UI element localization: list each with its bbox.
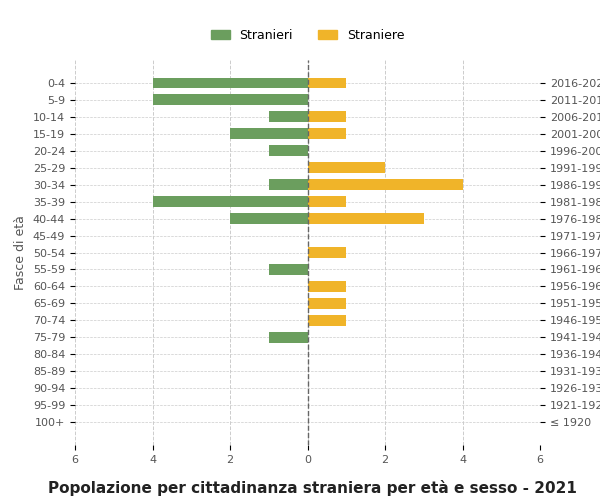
Bar bbox=[308, 214, 424, 224]
Bar bbox=[308, 248, 346, 258]
Text: Popolazione per cittadinanza straniera per età e sesso - 2021: Popolazione per cittadinanza straniera p… bbox=[48, 480, 577, 496]
Bar bbox=[308, 298, 346, 308]
Bar bbox=[269, 180, 308, 190]
Bar bbox=[230, 128, 308, 138]
Bar bbox=[152, 94, 308, 104]
Bar bbox=[308, 78, 346, 88]
Legend: Stranieri, Straniere: Stranieri, Straniere bbox=[206, 24, 409, 47]
Bar bbox=[269, 146, 308, 156]
Bar bbox=[152, 196, 308, 206]
Bar bbox=[308, 316, 346, 326]
Bar bbox=[152, 78, 308, 88]
Bar bbox=[308, 162, 385, 172]
Bar bbox=[308, 180, 463, 190]
Bar bbox=[269, 112, 308, 122]
Bar bbox=[308, 128, 346, 138]
Bar bbox=[269, 332, 308, 342]
Y-axis label: Fasce di età: Fasce di età bbox=[14, 215, 28, 290]
Bar bbox=[308, 282, 346, 292]
Bar bbox=[230, 214, 308, 224]
Bar bbox=[308, 112, 346, 122]
Bar bbox=[308, 196, 346, 206]
Bar bbox=[269, 264, 308, 274]
